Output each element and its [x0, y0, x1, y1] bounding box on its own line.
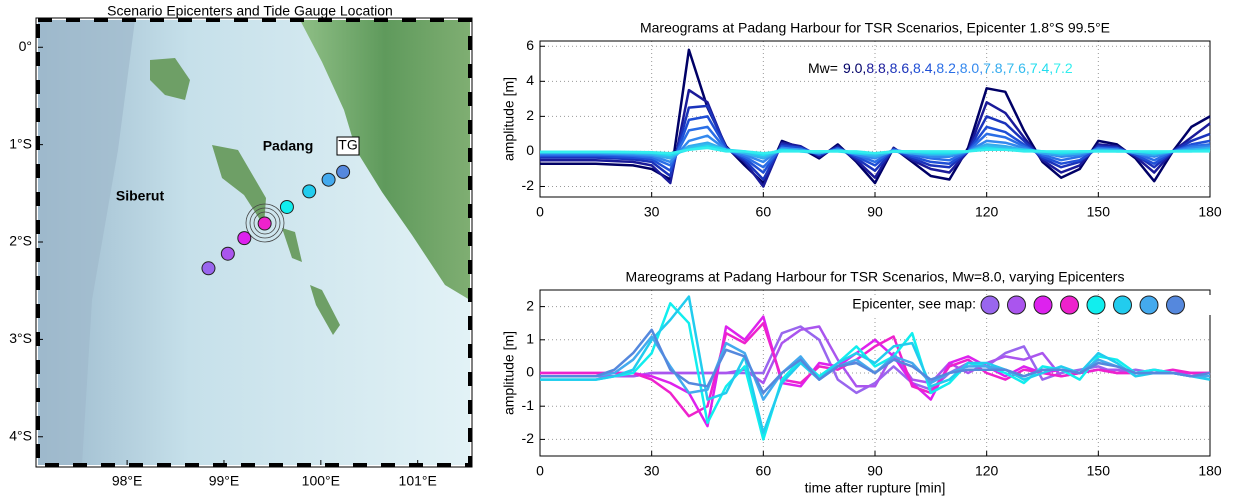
legend-marker — [1113, 295, 1132, 315]
epicenter — [237, 231, 252, 246]
legend-entry: 9.0, — [843, 60, 866, 76]
legend-entry: 8.2, — [936, 60, 959, 76]
legend-entry: 7.6, — [1006, 60, 1029, 76]
x-tick-label: 90 — [867, 463, 883, 479]
x-tick-label: 0 — [536, 204, 544, 220]
map-label: Siberut — [116, 188, 165, 204]
x-tick-label: 120 — [975, 204, 999, 220]
legend-entry: 8.8, — [866, 60, 889, 76]
x-tick-label: 150 — [1087, 204, 1111, 220]
y-axis-label: amplitude [m] — [501, 331, 517, 415]
legend-marker — [1060, 295, 1079, 315]
series-line — [540, 104, 1211, 181]
series-line — [540, 328, 1211, 395]
y-tick-label: 6 — [526, 37, 534, 53]
legend-marker — [1139, 295, 1159, 315]
epicenter — [257, 216, 272, 231]
y-tick-label: 0 — [526, 364, 534, 380]
y-tick-label: 0° — [19, 38, 32, 54]
x-tick-label: 60 — [756, 463, 772, 479]
plot-frame — [539, 40, 1211, 198]
series-line — [540, 146, 1210, 155]
y-axis-label: amplitude [m] — [501, 77, 517, 161]
series-line — [540, 125, 1211, 169]
map-title: Scenario Epicenters and Tide Gauge Locat… — [107, 3, 393, 19]
map-background — [38, 20, 470, 465]
y-tick-label: 2°S — [9, 233, 32, 249]
x-tick-label: 150 — [1087, 463, 1111, 479]
epicenter — [279, 199, 294, 214]
epicenter — [321, 172, 336, 187]
x-tick-label: 90 — [867, 204, 883, 220]
legend-marker — [1007, 295, 1026, 315]
series-line — [540, 48, 1211, 185]
map-frame-outline — [35, 17, 473, 468]
x-tick-label: 120 — [975, 463, 999, 479]
map-frame — [36, 18, 472, 467]
x-axis-label: time after rupture [min] — [805, 480, 946, 496]
x-tick-label: 30 — [644, 204, 660, 220]
x-tick-label: 0 — [536, 463, 544, 479]
legend-entry: 8.0, — [960, 60, 983, 76]
legend-entry: 7.2 — [1053, 60, 1073, 76]
x-tick-label: 98°E — [112, 473, 143, 489]
x-tick-label: 180 — [1198, 204, 1222, 220]
epicenter — [302, 184, 317, 199]
series-line — [540, 88, 1211, 188]
map-label: TG — [338, 137, 357, 153]
legend: Mw= 9.0,8.8,8.6,8.4,8.2,8.0,7.8,7.6,7.4,7… — [808, 60, 1073, 76]
series-line — [540, 321, 1210, 418]
legend-marker — [1166, 295, 1185, 315]
x-tick-label: 30 — [644, 463, 660, 479]
y-tick-label: 4°S — [9, 427, 32, 443]
y-tick-label: -1 — [522, 397, 535, 413]
y-tick-label: 1 — [526, 331, 534, 347]
y-tick-label: 2 — [526, 297, 534, 313]
x-tick-label: 180 — [1198, 463, 1222, 479]
x-tick-label: 60 — [756, 204, 772, 220]
chart-title: Mareograms at Padang Harbour for TSR Sce… — [626, 269, 1125, 285]
series-line — [540, 295, 1211, 435]
legend-marker — [980, 295, 1000, 315]
epicenter — [220, 246, 235, 261]
y-tick-label: 1°S — [9, 135, 32, 151]
chart-title: Mareograms at Padang Harbour for TSR Sce… — [640, 20, 1110, 36]
legend-entry: 8.4, — [913, 60, 936, 76]
epicenter — [336, 164, 351, 179]
legend-entry: 8.6, — [890, 60, 913, 76]
tide-gauge-box — [336, 136, 360, 156]
legend-entry: 7.8, — [983, 60, 1006, 76]
series-line — [540, 302, 1210, 441]
x-tick-label: 101°E — [399, 473, 437, 489]
x-tick-label: 99°E — [209, 473, 240, 489]
y-tick-label: 3°S — [9, 330, 32, 346]
x-tick-label: 100°E — [302, 473, 340, 489]
legend-marker — [1033, 295, 1053, 315]
legend-marker — [1086, 295, 1106, 315]
legend-title: Epicenter, see map: — [852, 296, 976, 312]
y-tick-label: 2 — [526, 107, 534, 123]
y-tick-label: 0 — [526, 142, 534, 158]
y-tick-label: -2 — [522, 430, 535, 446]
map-label: Padang — [263, 138, 314, 154]
y-tick-label: -2 — [522, 177, 535, 193]
epicenter — [201, 261, 216, 276]
legend-entry: 7.4, — [1030, 60, 1053, 76]
y-tick-label: 4 — [526, 72, 534, 88]
legend-title: Mw= — [808, 60, 838, 76]
